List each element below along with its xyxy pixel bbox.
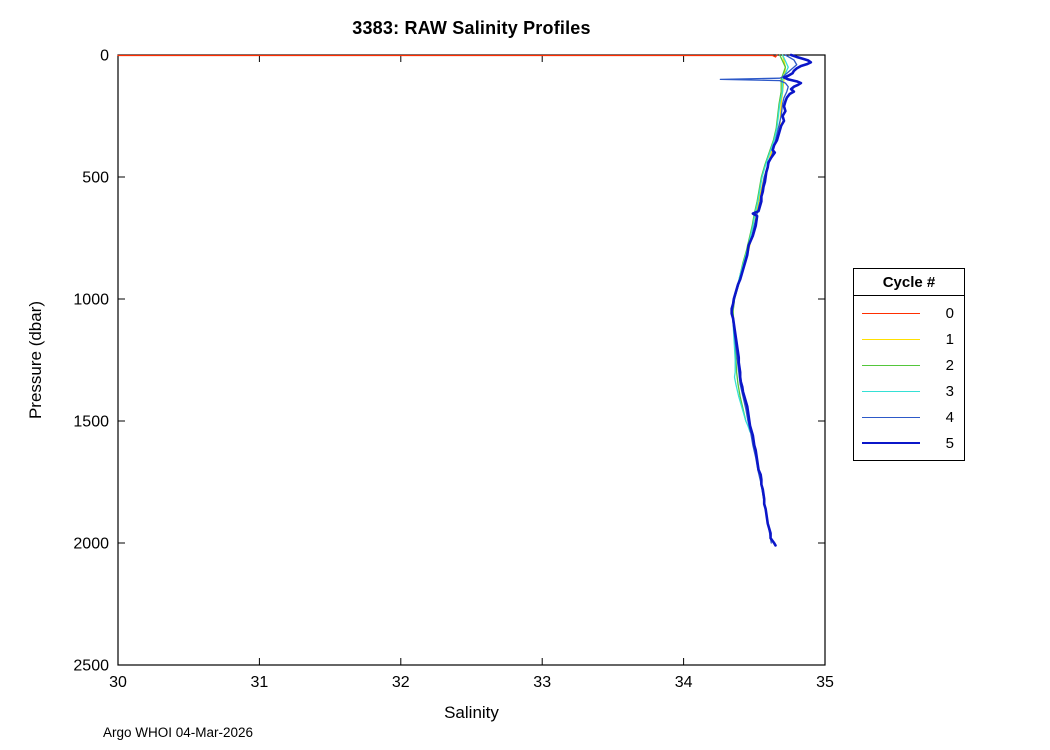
legend-entry: 4: [854, 404, 964, 430]
legend-entry-label: 4: [945, 408, 954, 426]
y-tick-label: 0: [100, 48, 109, 65]
legend-entry: 3: [854, 378, 964, 404]
y-tick-label: 1500: [73, 414, 109, 431]
footer-attribution: Argo WHOI 04-Mar-2026: [103, 725, 254, 740]
x-tick-label: 30: [109, 674, 127, 691]
legend-entry: 1: [854, 326, 964, 352]
profile-line-cycle-5: [730, 53, 813, 547]
profile-line-cycle-3: [731, 54, 789, 433]
legend: Cycle # 0 1 2 3 4 5: [853, 268, 965, 461]
x-axis-label: Salinity: [444, 703, 499, 722]
profile-lines: [117, 53, 813, 547]
legend-entry-label: 0: [945, 304, 954, 322]
legend-line-sample: [862, 364, 920, 366]
profile-line-cycle-2: [732, 54, 787, 422]
legend-entry: 2: [854, 352, 964, 378]
y-axis-label: Pressure (dbar): [26, 300, 45, 420]
x-tick-label: 33: [533, 674, 551, 691]
legend-entry-label: 3: [945, 382, 954, 400]
x-tick-label: 31: [251, 674, 269, 691]
x-tick-label: 35: [816, 674, 834, 691]
y-tick-label: 2000: [73, 536, 109, 553]
legend-rows: 0 1 2 3 4 5: [854, 296, 964, 460]
legend-line-sample: [862, 416, 920, 418]
profile-line-cycle-0: [117, 54, 778, 58]
legend-entry-label: 1: [945, 330, 954, 348]
legend-title: Cycle #: [854, 269, 964, 296]
legend-line-sample: [862, 390, 920, 392]
plot-area: [118, 55, 825, 665]
legend-entry-label: 5: [945, 434, 954, 452]
legend-line-sample: [862, 442, 920, 444]
y-tick-label: 1000: [73, 292, 109, 309]
y-tick-label: 500: [82, 170, 109, 187]
legend-entry-label: 2: [945, 356, 954, 374]
x-tick-label: 32: [392, 674, 410, 691]
y-tick-label: 2500: [73, 658, 109, 675]
legend-line-sample: [862, 338, 920, 340]
axis-tick-labels: 30 31 32 33 34 35 0 500 1000 1500 2000 2500: [73, 48, 834, 692]
legend-entry: 5: [854, 430, 964, 456]
legend-entry: 0: [854, 300, 964, 326]
x-tick-label: 34: [675, 674, 693, 691]
chart-title: 3383: RAW Salinity Profiles: [352, 18, 591, 38]
legend-line-sample: [862, 312, 920, 314]
